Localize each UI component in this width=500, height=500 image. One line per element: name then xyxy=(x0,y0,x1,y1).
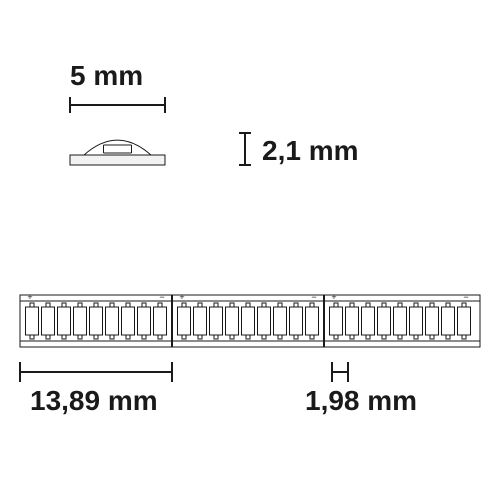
led-chip xyxy=(330,307,343,335)
led-cross-section xyxy=(70,140,165,165)
led-chip xyxy=(426,307,439,335)
led-chip xyxy=(346,307,359,335)
dim-height-label: 2,1 mm xyxy=(262,135,359,166)
led-chip xyxy=(210,307,223,335)
led-chip xyxy=(362,307,375,335)
led-chip xyxy=(106,307,119,335)
led-chip xyxy=(274,307,287,335)
led-chip xyxy=(58,307,71,335)
dim-segment-label: 13,89 mm xyxy=(30,385,158,416)
led-strip-top-view: + − + − + − xyxy=(20,292,480,347)
led-chip xyxy=(178,307,191,335)
dim-height-ibeam xyxy=(239,133,251,165)
led-chip xyxy=(410,307,423,335)
led-chip xyxy=(306,307,319,335)
dim-pitch-ibeam xyxy=(332,362,348,382)
dim-width-ibeam xyxy=(70,97,165,113)
led-chip xyxy=(154,307,167,335)
dim-width-label: 5 mm xyxy=(70,60,143,91)
svg-text:−: − xyxy=(311,292,316,302)
dim-segment-ibeam xyxy=(20,362,172,382)
led-chip xyxy=(26,307,39,335)
led-chip xyxy=(394,307,407,335)
led-strip-dimension-diagram: 5 mm 2,1 mm + − + − + − 13,89 mm 1,98 mm xyxy=(0,0,500,500)
led-chip xyxy=(442,307,455,335)
led-chip xyxy=(122,307,135,335)
led-chip xyxy=(378,307,391,335)
led-chip xyxy=(258,307,271,335)
svg-text:−: − xyxy=(159,292,164,302)
dim-pitch-label: 1,98 mm xyxy=(305,385,417,416)
led-chip xyxy=(226,307,239,335)
led-chip xyxy=(242,307,255,335)
svg-text:+: + xyxy=(27,292,32,302)
led-chip xyxy=(42,307,55,335)
led-chip xyxy=(74,307,87,335)
led-chip xyxy=(290,307,303,335)
led-chip xyxy=(90,307,103,335)
svg-text:+: + xyxy=(331,292,336,302)
led-chip xyxy=(138,307,151,335)
svg-text:−: − xyxy=(463,292,468,302)
led-chip xyxy=(194,307,207,335)
led-chip xyxy=(458,307,471,335)
svg-text:+: + xyxy=(179,292,184,302)
